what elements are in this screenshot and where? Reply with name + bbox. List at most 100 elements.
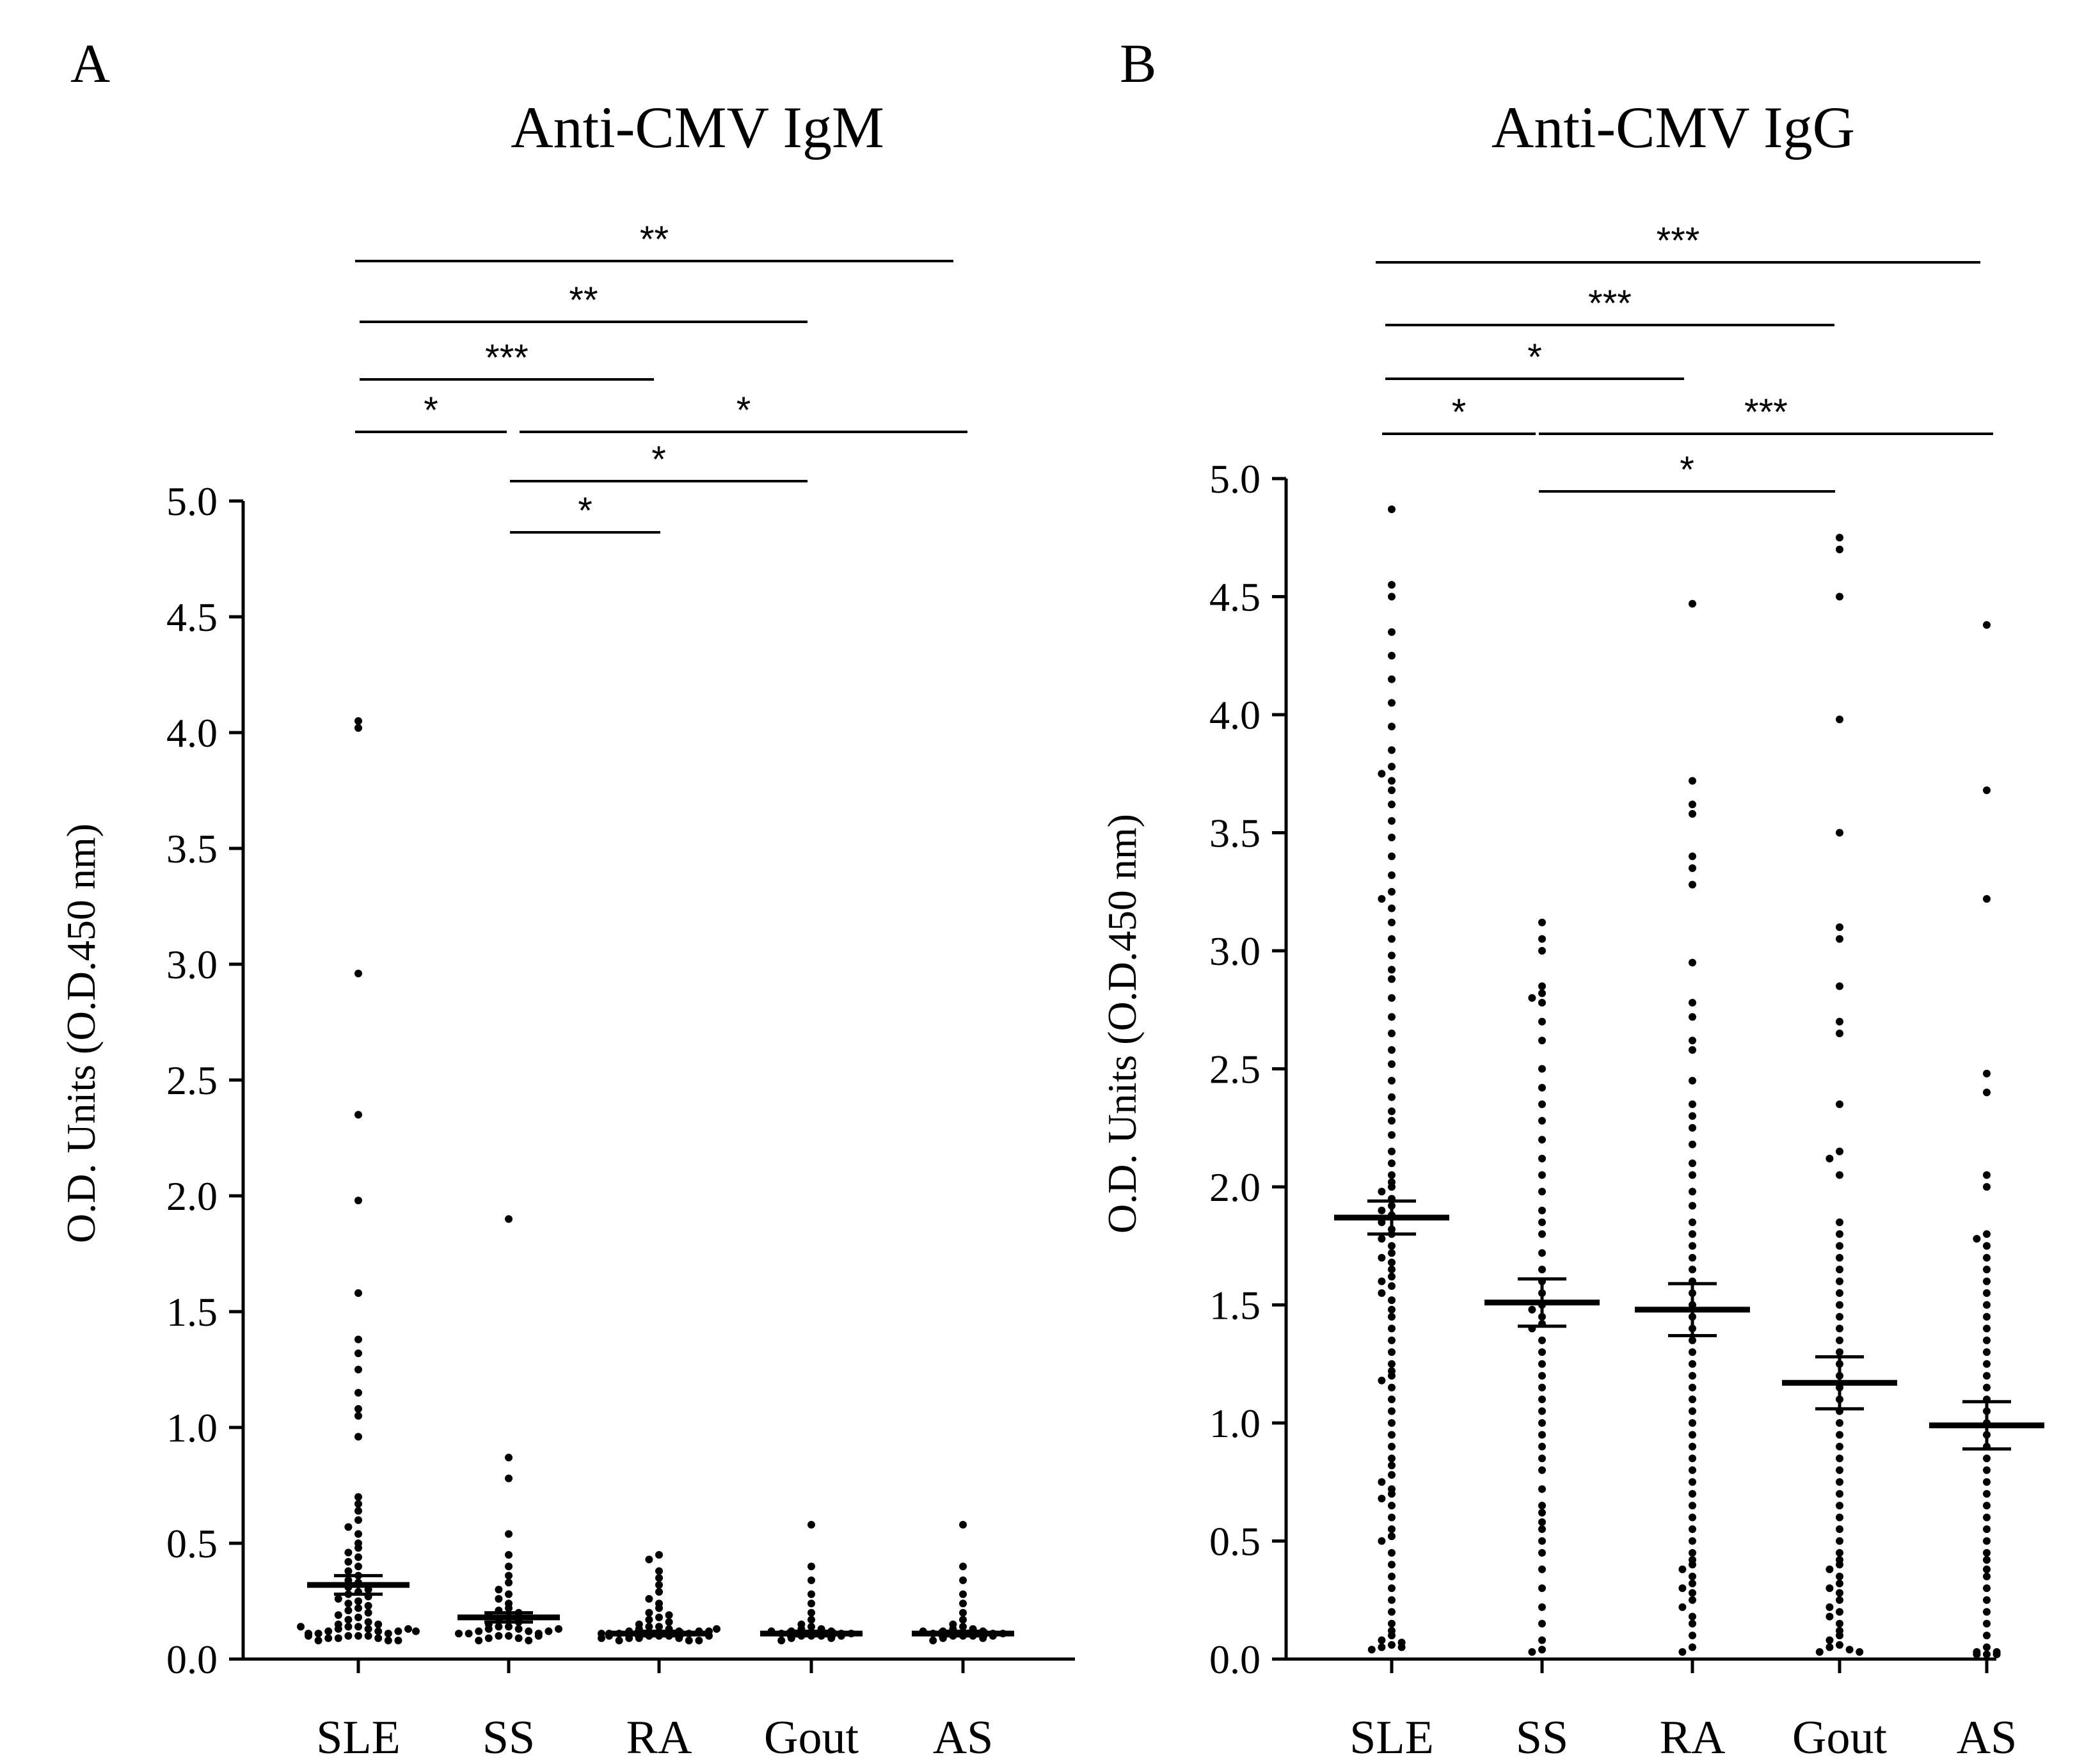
panel-b-data-point-sle: [1388, 1159, 1396, 1168]
panel-b-y-tick-label: 1.5: [1209, 1283, 1261, 1328]
panel-a-data-point-ss: [505, 1604, 513, 1612]
panel-b-data-point-sle: [1388, 1584, 1396, 1593]
panel-b-data-point-sle: [1388, 1490, 1396, 1498]
panel-b-data-point-sle: [1388, 1131, 1396, 1139]
panel-a-data-point-sle: [384, 1630, 392, 1638]
panel-b-data-point-sle: [1388, 1029, 1396, 1038]
panel-b-data-point-sle: [1388, 904, 1396, 912]
panel-a-data-point-ra: [655, 1623, 663, 1631]
panel-b-data-point-as: [1983, 1383, 1991, 1392]
panel-b-data-point-gout: [1836, 1454, 1843, 1463]
panel-b-data-point-sle: [1388, 975, 1396, 983]
panel-b-significance-label: ***: [1588, 283, 1632, 324]
panel-a-significance-label: **: [640, 219, 669, 260]
panel-a-data-point-ss: [545, 1627, 553, 1635]
panel-a-data-point-sle: [354, 717, 362, 725]
panel-b-data-point-sle: [1388, 1513, 1396, 1522]
panel-b-data-point-sle: [1388, 581, 1396, 589]
panel-b-data-point-as: [1983, 1069, 1991, 1077]
panel-a-data-point-ss: [495, 1594, 503, 1603]
panel-b-data-point-ss: [1538, 1636, 1546, 1644]
panel-a-data-point-as: [959, 1590, 967, 1598]
panel-a-data-point-sle: [344, 1548, 353, 1557]
panel-a-data-point-sle: [354, 1388, 362, 1397]
panel-b-data-point-sle: [1388, 833, 1396, 841]
panel-b-data-point-ra: [1689, 809, 1696, 818]
panel-b-data-point-ra: [1689, 800, 1696, 809]
panel-b-data-point-sle: [1388, 887, 1396, 896]
panel-b-data-point-ss: [1538, 1454, 1546, 1463]
panel-b-data-point-ra: [1689, 1202, 1696, 1210]
panel-a-y-tick-label: 3.5: [166, 826, 218, 871]
panel-b-data-point-ra: [1689, 1188, 1696, 1196]
panel-b-data-point-as: [1983, 621, 1991, 629]
panel-a-data-point-ra: [655, 1581, 663, 1589]
panel-b-data-point-ss: [1538, 1584, 1546, 1593]
panel-b-data-point-sle: [1388, 1296, 1396, 1305]
panel-b-data-point-sle: [1388, 1273, 1396, 1281]
panel-a-data-point-sle: [354, 1613, 362, 1621]
panel-a-data-point-ss: [495, 1585, 503, 1594]
panel-b-data-point-gout: [1836, 1537, 1843, 1545]
panel-b-data-point-ra: [1689, 1383, 1696, 1392]
panel-a-data-point-ra: [615, 1637, 623, 1645]
panel-a-y-tick-label: 5.0: [166, 479, 218, 524]
panel-a-data-point-sle: [354, 1433, 362, 1441]
panel-b-data-point-as: [1983, 1650, 1991, 1658]
panel-b-data-point-ss: [1538, 1100, 1546, 1108]
panel-a-data-point-gout: [807, 1623, 815, 1631]
panel-a-data-point-ss: [475, 1627, 483, 1635]
panel-b-data-point-sle: [1388, 1147, 1396, 1156]
panel-a-data-point-ss: [505, 1474, 513, 1482]
panel-b-data-point-ss: [1538, 982, 1546, 990]
panel-b-data-point-ra: [1689, 1478, 1696, 1486]
panel-b-data-point-sle: [1378, 894, 1386, 903]
panel-b-data-point-gout: [1836, 1029, 1843, 1038]
panel-a-data-point-ss: [505, 1562, 513, 1571]
panel-b-data-point-as: [1983, 1277, 1991, 1285]
panel-a-data-point-ss: [525, 1637, 533, 1645]
panel-b-data-point-sle: [1388, 1183, 1396, 1191]
panel-b-data-point-as: [1983, 1619, 1991, 1628]
panel-b-data-point-sle: [1378, 1277, 1386, 1285]
panel-b-data-point-sle: [1388, 592, 1396, 601]
panel-b-data-point-ss: [1528, 1305, 1536, 1314]
panel-b-data-point-ss: [1538, 1518, 1546, 1526]
panel-b-data-point-ss: [1538, 1037, 1546, 1045]
panel-b-data-point-as: [1983, 1230, 1991, 1238]
panel-b-data-point-ra: [1689, 600, 1696, 608]
panel-b-data-point-sle: [1367, 1646, 1376, 1654]
panel-b-data-point-sle: [1378, 1478, 1386, 1486]
panel-b-data-point-sle: [1388, 1360, 1396, 1368]
panel-b-data-point-sle: [1388, 1572, 1396, 1580]
panel-a-data-point-sle: [334, 1611, 342, 1619]
panel-a-data-point-ss: [534, 1632, 543, 1640]
panel-a-data-point-sle: [354, 1365, 362, 1374]
panel-a-data-point-sle: [354, 1604, 362, 1612]
panel-a-significance-label: *: [651, 439, 666, 481]
panel-b-data-point-gout: [1836, 1324, 1843, 1333]
panel-b-data-point-sle: [1388, 628, 1396, 636]
panel-b-data-point-gout: [1836, 1242, 1843, 1250]
panel-a-y-tick-label: 4.5: [166, 594, 218, 640]
panel-b-data-point-sle: [1388, 1596, 1396, 1604]
panel-a-data-point-ra: [645, 1616, 653, 1624]
panel-a-data-point-sle: [384, 1637, 392, 1645]
panel-a-data-point-ra: [645, 1594, 653, 1603]
panel-b-plot: 0.0 0.5 1.0 1.5 2.0 2.5 3.0 3.5 4.0 4.5 5.0 SLE SS RA…: [1209, 220, 2044, 1764]
panel-a-data-point-sle: [354, 1562, 362, 1571]
panel-a-data-point-as: [959, 1623, 967, 1631]
panel-a-data-point-ss: [484, 1625, 493, 1633]
panel-b-y-tick-label: 2.5: [1209, 1047, 1261, 1092]
panel-b-data-point-gout: [1836, 1579, 1843, 1587]
panel-a-data-point-ra: [713, 1625, 720, 1633]
panel-a-y-tick-label: 1.5: [166, 1289, 218, 1335]
panel-b-data-point-sle: [1378, 1235, 1386, 1243]
panel-a-data-point-as: [959, 1562, 967, 1571]
panel-a-data-point-sle: [354, 1553, 362, 1561]
panel-b-data-point-ra: [1689, 1419, 1696, 1427]
panel-b-data-point-ra: [1689, 1266, 1696, 1274]
panel-b-data-point-ra: [1689, 1159, 1696, 1168]
panel-b-data-point-ss: [1538, 1230, 1546, 1238]
panel-a-data-point-ss: [505, 1590, 513, 1598]
